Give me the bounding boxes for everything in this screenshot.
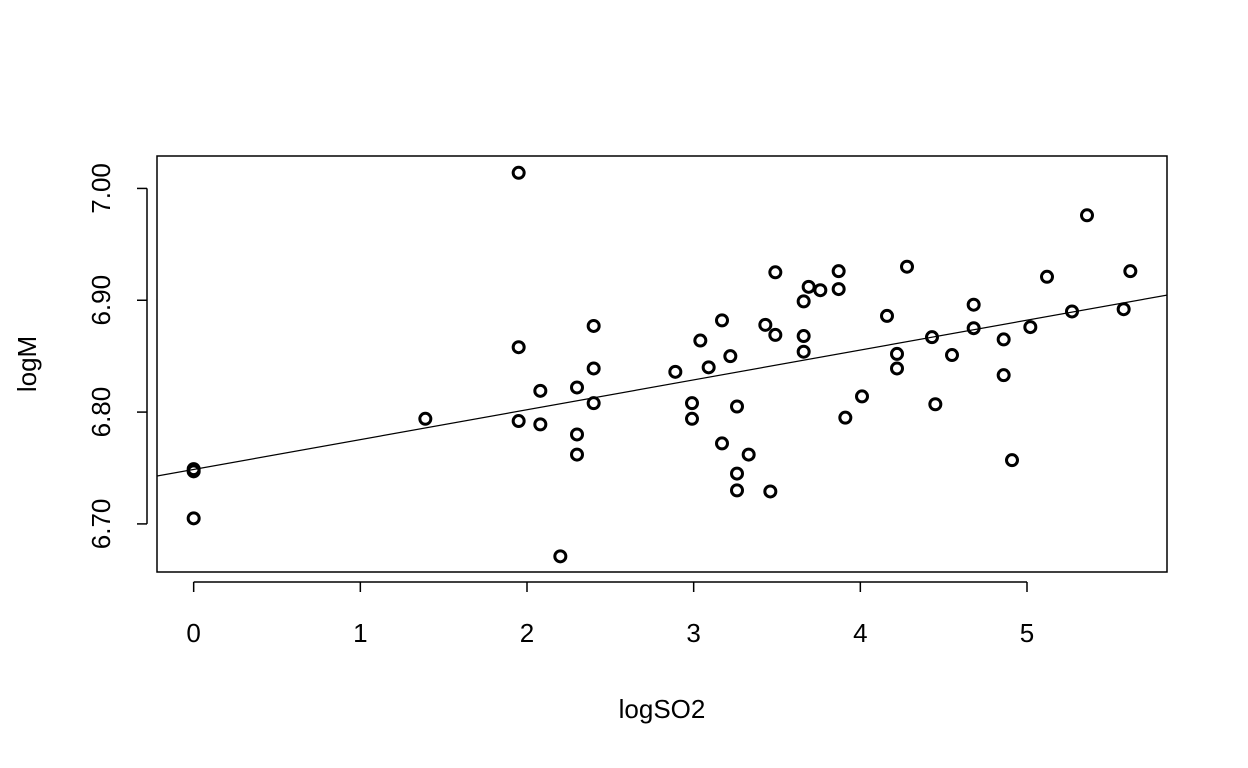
data-point bbox=[1080, 208, 1094, 223]
x-axis-label: logSO2 bbox=[619, 694, 706, 724]
x-axis: 0 1 2 3 4 5 bbox=[186, 581, 1034, 648]
data-point bbox=[890, 346, 904, 361]
data-point bbox=[511, 165, 526, 180]
y-tick-label: 6.90 bbox=[86, 275, 116, 326]
data-point bbox=[586, 318, 601, 333]
data-point bbox=[996, 332, 1011, 347]
data-points bbox=[186, 165, 1138, 564]
data-point bbox=[831, 282, 846, 297]
y-axis: 6.70 6.80 6.90 7.00 bbox=[86, 163, 148, 550]
data-point bbox=[796, 294, 811, 309]
data-point bbox=[533, 383, 548, 398]
data-point bbox=[768, 327, 783, 342]
data-point bbox=[715, 436, 729, 451]
data-point bbox=[511, 340, 526, 355]
data-point bbox=[186, 511, 201, 526]
data-point bbox=[945, 348, 959, 363]
data-point bbox=[1040, 269, 1054, 284]
data-point bbox=[685, 396, 699, 411]
data-point bbox=[186, 464, 201, 479]
data-point bbox=[723, 349, 738, 364]
data-point bbox=[966, 297, 981, 312]
data-point bbox=[511, 414, 526, 429]
data-point bbox=[701, 360, 716, 375]
data-point bbox=[880, 308, 894, 323]
data-point bbox=[1065, 304, 1079, 319]
data-point bbox=[730, 466, 744, 481]
data-point bbox=[553, 549, 568, 564]
data-point bbox=[586, 361, 601, 376]
data-point bbox=[730, 483, 744, 498]
y-tick-label: 7.00 bbox=[86, 163, 116, 214]
data-point bbox=[890, 361, 904, 376]
data-point bbox=[928, 397, 943, 412]
data-point bbox=[570, 380, 584, 395]
x-tick-label: 1 bbox=[353, 618, 367, 648]
y-tick-label: 6.80 bbox=[86, 387, 116, 438]
data-point bbox=[570, 447, 584, 462]
data-point bbox=[758, 317, 773, 332]
data-point bbox=[813, 283, 828, 298]
data-point bbox=[801, 279, 816, 294]
data-point bbox=[796, 329, 811, 344]
y-axis-label: logM bbox=[12, 336, 42, 392]
x-tick-label: 2 bbox=[520, 618, 534, 648]
data-point bbox=[1116, 302, 1131, 317]
x-tick-label: 4 bbox=[853, 618, 867, 648]
data-point bbox=[1123, 264, 1138, 279]
data-point bbox=[741, 447, 756, 462]
data-point bbox=[586, 396, 601, 411]
x-tick-label: 5 bbox=[1020, 618, 1034, 648]
x-tick-label: 3 bbox=[686, 618, 700, 648]
data-point bbox=[730, 399, 744, 414]
data-point bbox=[570, 427, 584, 442]
data-point bbox=[855, 389, 869, 404]
data-point bbox=[715, 313, 729, 328]
data-point bbox=[693, 333, 708, 348]
data-point bbox=[685, 411, 699, 426]
data-point bbox=[1023, 320, 1038, 335]
data-point bbox=[831, 264, 846, 279]
data-point bbox=[925, 330, 939, 345]
data-point bbox=[763, 484, 778, 499]
data-point bbox=[900, 259, 914, 274]
data-point bbox=[768, 265, 783, 280]
data-point bbox=[668, 364, 683, 379]
data-point bbox=[838, 410, 853, 425]
data-point bbox=[418, 411, 433, 426]
regression-line bbox=[157, 294, 1167, 477]
data-point bbox=[996, 368, 1011, 383]
x-tick-label: 0 bbox=[186, 618, 200, 648]
data-point bbox=[1005, 453, 1019, 468]
plot-frame bbox=[156, 155, 1168, 573]
data-point bbox=[796, 344, 811, 359]
data-point bbox=[966, 321, 981, 336]
data-point bbox=[533, 417, 548, 432]
y-tick-label: 6.70 bbox=[86, 499, 116, 550]
